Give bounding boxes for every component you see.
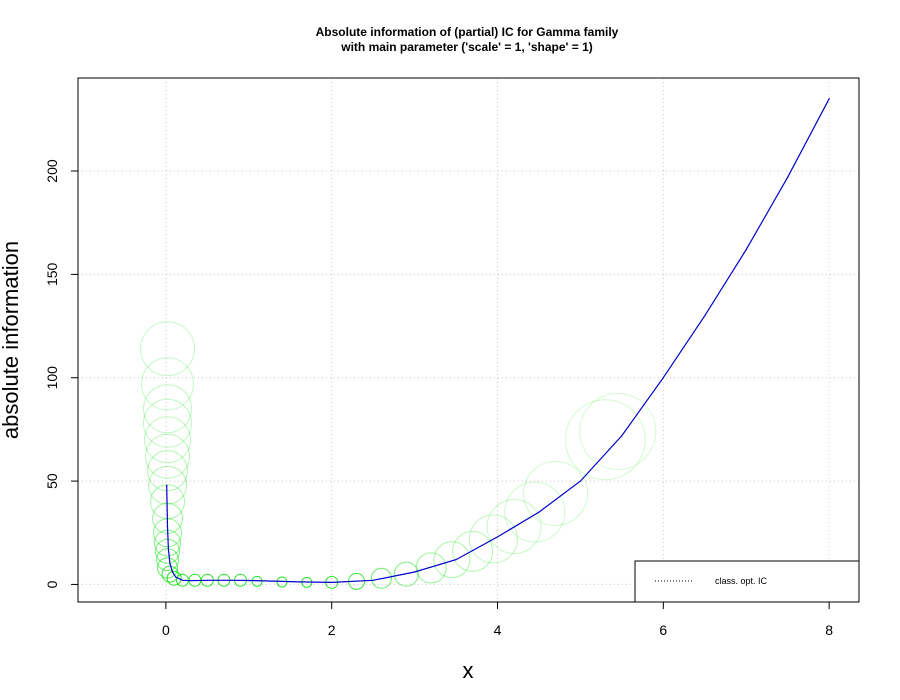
series-point-0-15 <box>414 571 416 573</box>
x-tick-label-1: 2 <box>328 622 336 638</box>
bubble-31 <box>452 530 494 572</box>
bubble-12 <box>155 538 181 564</box>
x-tick-label-4: 8 <box>825 622 833 638</box>
x-axis-label: x <box>463 658 474 683</box>
series-point-0-14 <box>372 579 374 581</box>
legend-box <box>634 560 860 603</box>
series-point-0-6 <box>181 579 184 581</box>
bubble-36 <box>564 399 646 481</box>
series-point-0-18 <box>538 511 540 513</box>
bubble-29 <box>415 552 447 584</box>
series-point-0-10 <box>248 579 250 582</box>
bubble-35 <box>523 460 589 526</box>
series-point-0-23 <box>745 248 747 251</box>
series-point-0-4 <box>171 571 174 573</box>
series-point-0-25 <box>828 98 830 100</box>
series-point-0-9 <box>231 579 233 581</box>
x-tick-label-2: 4 <box>494 622 502 638</box>
series-point-0-19 <box>579 480 582 482</box>
bubble-0 <box>140 321 196 377</box>
x-tick-label-0: 0 <box>162 622 170 638</box>
y-tick-label-2: 100 <box>44 366 60 390</box>
series-point-0-8 <box>206 579 208 581</box>
bubble-32 <box>468 514 518 564</box>
chart-title-line1: Absolute information of (partial) IC for… <box>316 25 619 39</box>
legend: class. opt. IC <box>634 560 860 603</box>
bubble-33 <box>486 499 542 555</box>
series-point-0-16 <box>455 559 457 561</box>
series-point-0-11 <box>273 580 275 582</box>
x-tick-label-3: 6 <box>659 622 667 638</box>
series-point-0-7 <box>190 580 192 582</box>
y-tick-label-1: 50 <box>44 473 60 489</box>
bubble-16 <box>166 570 182 586</box>
bubble-1 <box>141 357 195 411</box>
series-point-0-0 <box>166 484 168 486</box>
legend-entry-label: class. opt. IC <box>715 576 768 586</box>
series-point-0-1 <box>166 525 169 528</box>
bubble-27 <box>370 567 392 589</box>
bubble-37 <box>579 392 657 470</box>
x-axis: 0 2 4 6 8 <box>162 602 833 638</box>
bubble-6 <box>147 450 189 492</box>
y-axis-label: absolute information <box>0 241 23 439</box>
bubble-3 <box>143 398 193 448</box>
bubble-15 <box>161 565 179 583</box>
series-line-0 <box>166 98 830 584</box>
bubble-5 <box>145 433 191 479</box>
bubble-34 <box>504 481 566 543</box>
bubble-2 <box>143 384 193 434</box>
bubble-layer <box>140 321 657 590</box>
series-point-0-22 <box>704 315 706 317</box>
series-layer <box>166 98 830 584</box>
series-point-0-2 <box>167 548 169 550</box>
y-axis: 0 50 100 150 200 <box>44 159 78 588</box>
series-point-0-21 <box>662 377 664 379</box>
series-point-0-5 <box>175 576 177 578</box>
bubble-4 <box>144 416 192 464</box>
series-point-0-20 <box>621 435 623 437</box>
bubble-28 <box>393 561 419 587</box>
y-tick-label-4: 200 <box>44 159 60 183</box>
bubble-13 <box>156 548 180 572</box>
series-point-0-24 <box>787 176 789 178</box>
chart-title-line2: with main parameter ('scale' = 1, 'shape… <box>340 40 593 54</box>
series-point-0-12 <box>297 581 300 583</box>
bubble-30 <box>433 541 471 579</box>
series-point-0-13 <box>331 581 333 583</box>
y-tick-label-3: 150 <box>44 262 60 286</box>
series-point-0-3 <box>169 563 171 565</box>
series-point-0-17 <box>496 536 499 538</box>
y-tick-label-0: 0 <box>44 580 60 588</box>
plot-frame <box>77 77 860 603</box>
grid <box>78 78 859 602</box>
